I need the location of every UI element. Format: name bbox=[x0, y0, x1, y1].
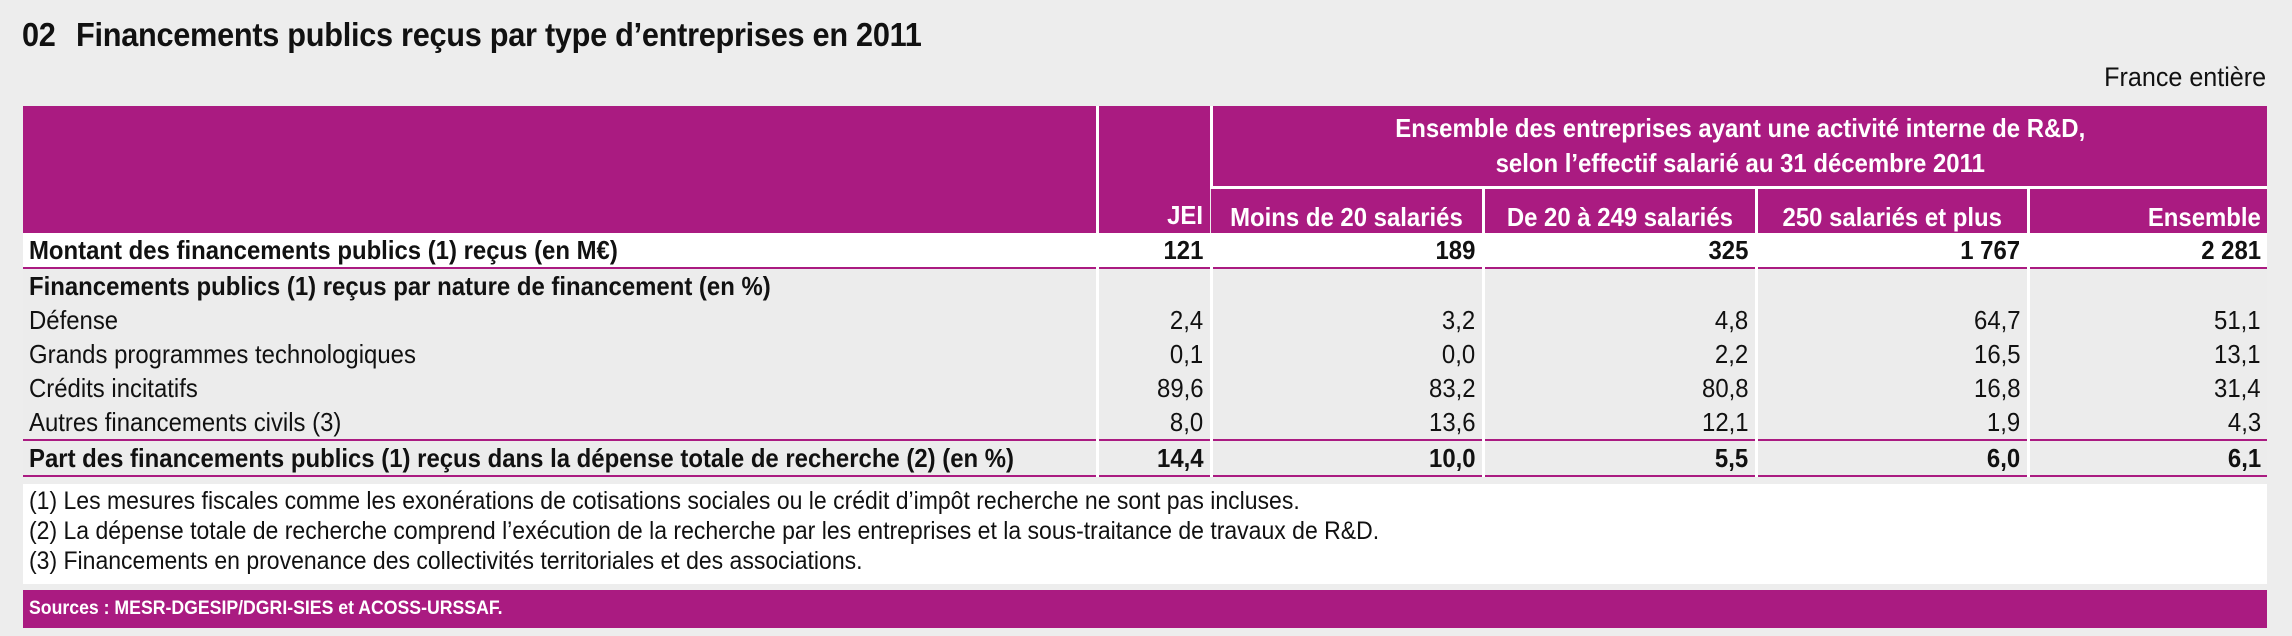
data-table: JEI Ensemble des entreprises ayant une a… bbox=[23, 106, 2267, 477]
footnote: (1) Les mesures fiscales comme les exoné… bbox=[29, 487, 1300, 515]
figure-title: 02 Financements publics reçus par type d’… bbox=[22, 16, 922, 54]
footnote: (3) Financements en provenance des colle… bbox=[29, 547, 863, 575]
figure-number: 02 bbox=[22, 16, 56, 53]
table-row: Autres financements civils (3) 8,0 13,6 … bbox=[23, 405, 2267, 440]
cell-value: 121 bbox=[1095, 233, 1211, 269]
column-header-total: Ensemble bbox=[2026, 187, 2267, 233]
header-blank-cell bbox=[23, 106, 1099, 233]
footnote: (2) La dépense totale de recherche compr… bbox=[29, 517, 1380, 545]
cell-value: 12,1 bbox=[1481, 405, 1756, 440]
cell-value: 16,5 bbox=[1754, 337, 2028, 371]
cell-value bbox=[1754, 268, 2028, 303]
table-row: Défense 2,4 3,2 4,8 64,7 51,1 bbox=[23, 303, 2267, 337]
cell-value: 5,5 bbox=[1481, 439, 1756, 477]
cell-value: 89,6 bbox=[1095, 371, 1211, 405]
figure-title-text: Financements publics reçus par type d’en… bbox=[76, 16, 922, 53]
row-label: Crédits incitatifs bbox=[23, 371, 1097, 405]
cell-value: 8,0 bbox=[1095, 405, 1211, 440]
cell-value: 10,0 bbox=[1209, 439, 1483, 477]
cell-value: 64,7 bbox=[1754, 303, 2028, 337]
cell-value: 4,8 bbox=[1481, 303, 1756, 337]
cell-value: 6,0 bbox=[1754, 439, 2028, 477]
cell-value bbox=[1095, 268, 1211, 303]
cell-value bbox=[2026, 268, 2267, 303]
cell-value: 83,2 bbox=[1209, 371, 1483, 405]
row-label: Défense bbox=[23, 303, 1097, 337]
row-label: Montant des financements publics (1) reç… bbox=[23, 233, 1097, 269]
table-row: Part des financements publics (1) reçus … bbox=[23, 439, 2267, 477]
cell-value: 2,4 bbox=[1095, 303, 1211, 337]
row-label: Autres financements civils (3) bbox=[23, 405, 1097, 440]
sources-text: Sources : MESR-DGESIP/DGRI-SIES et ACOSS… bbox=[29, 598, 503, 619]
table-row: Montant des financements publics (1) reç… bbox=[23, 233, 2267, 269]
footnotes: (1) Les mesures fiscales comme les exoné… bbox=[23, 484, 2267, 584]
cell-value: 13,1 bbox=[2026, 337, 2267, 371]
cell-value: 51,1 bbox=[2026, 303, 2267, 337]
cell-value: 2 281 bbox=[2026, 233, 2267, 269]
cell-value: 14,4 bbox=[1095, 439, 1211, 477]
cell-value: 325 bbox=[1481, 233, 1756, 269]
table-row: Grands programmes technologiques 0,1 0,0… bbox=[23, 337, 2267, 371]
group-header: Ensemble des entreprises ayant une activ… bbox=[1209, 106, 2267, 189]
cell-value bbox=[1481, 268, 1756, 303]
cell-value: 80,8 bbox=[1481, 371, 1756, 405]
cell-value: 1,9 bbox=[1754, 405, 2028, 440]
cell-value: 1 767 bbox=[1754, 233, 2028, 269]
section-label: Financements publics (1) reçus par natur… bbox=[23, 268, 1097, 303]
column-header-small: Moins de 20 salariés bbox=[1211, 187, 1483, 233]
cell-value: 13,6 bbox=[1209, 405, 1483, 440]
cell-value: 2,2 bbox=[1481, 337, 1756, 371]
row-label: Part des financements publics (1) reçus … bbox=[23, 439, 1097, 477]
table-row: Crédits incitatifs 89,6 83,2 80,8 16,8 3… bbox=[23, 371, 2267, 405]
group-header-line1: Ensemble des entreprises ayant une activ… bbox=[1394, 113, 2085, 143]
cell-value bbox=[1209, 268, 1483, 303]
row-label: Grands programmes technologiques bbox=[23, 337, 1097, 371]
cell-value: 4,3 bbox=[2026, 405, 2267, 440]
column-header-large: 250 salariés et plus bbox=[1754, 187, 2028, 233]
table-row: Financements publics (1) reçus par natur… bbox=[23, 268, 2267, 303]
cell-value: 3,2 bbox=[1209, 303, 1483, 337]
group-header-line2: selon l’effectif salarié au 31 décembre … bbox=[1495, 148, 1985, 178]
sources-bar: Sources : MESR-DGESIP/DGRI-SIES et ACOSS… bbox=[23, 590, 2267, 628]
cell-value: 31,4 bbox=[2026, 371, 2267, 405]
cell-value: 189 bbox=[1209, 233, 1483, 269]
cell-value: 16,8 bbox=[1754, 371, 2028, 405]
column-header-jei: JEI bbox=[1097, 106, 1211, 233]
column-header-medium: De 20 à 249 salariés bbox=[1481, 187, 1756, 233]
cell-value: 0,1 bbox=[1095, 337, 1211, 371]
cell-value: 0,0 bbox=[1209, 337, 1483, 371]
geographic-scope: France entière bbox=[2104, 62, 2266, 92]
cell-value: 6,1 bbox=[2026, 439, 2267, 477]
